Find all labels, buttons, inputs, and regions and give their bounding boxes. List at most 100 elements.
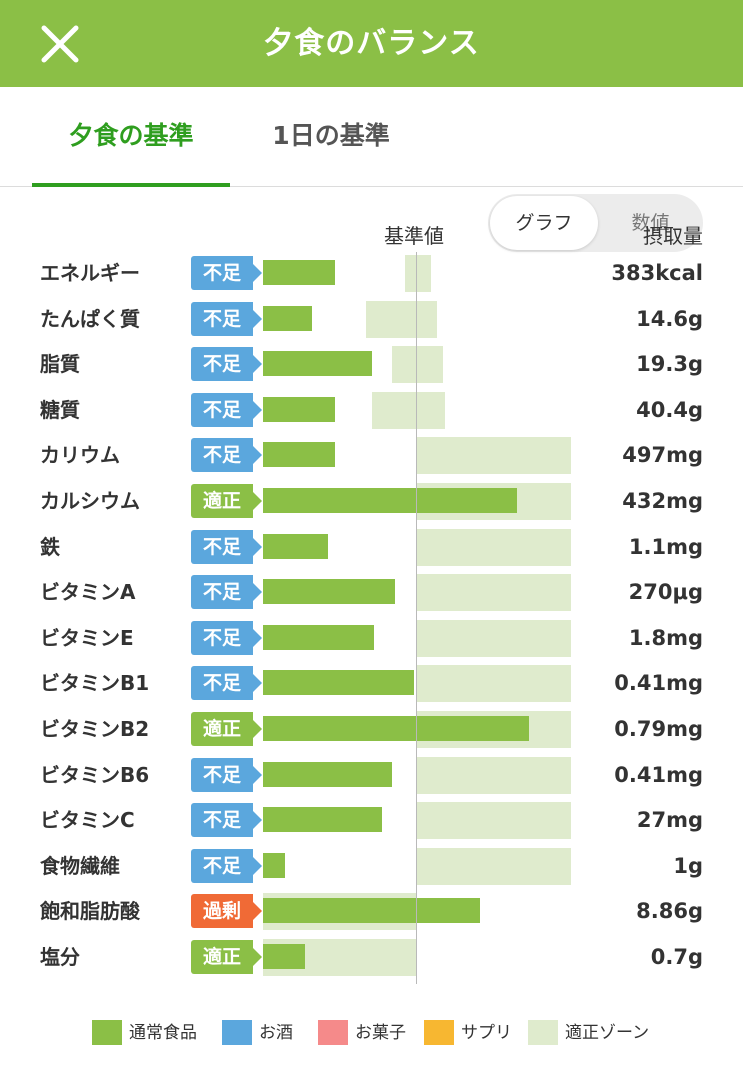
- optimal-zone: [417, 665, 571, 703]
- nutrient-row: ビタミンC 不足 27mg: [0, 797, 743, 843]
- intake-value: 0.7g: [650, 945, 703, 969]
- status-badge: 適正: [191, 484, 262, 518]
- column-header-intake: 摂取量: [643, 224, 703, 248]
- nutrient-label: ビタミンB6: [40, 762, 150, 787]
- nutrient-label: エネルギー: [40, 261, 140, 285]
- nutrient-row: 糖質 不足 40.4g: [0, 387, 743, 433]
- nutrient-row: 食物繊維 不足 1g: [0, 843, 743, 889]
- intake-bar: [263, 716, 530, 741]
- nutrient-row: エネルギー 不足 383kcal: [0, 250, 743, 296]
- status-badge: 不足: [191, 347, 262, 382]
- nutrient-label: ビタミンC: [40, 808, 135, 833]
- page-title: 夕食のバランス: [263, 26, 480, 61]
- baseline-line: [416, 252, 417, 984]
- optimal-zone: [417, 847, 571, 885]
- toggle-values[interactable]: 数値: [631, 212, 670, 234]
- status-badge: 不足: [191, 757, 262, 792]
- intake-bar: [263, 488, 518, 513]
- intake-value: 27mg: [636, 808, 703, 833]
- legend: 通常食品 お酒 お菓子 サプリ 適正ゾーン: [0, 1018, 743, 1048]
- nutrient-label: カルシウム: [40, 489, 140, 513]
- nutrient-row: たんぱく質 不足 14.6g: [0, 296, 743, 342]
- nutrient-row: ビタミンB2 適正 0.79mg: [0, 706, 743, 752]
- intake-value: 0.79mg: [614, 717, 703, 741]
- nutrient-row: 飽和脂肪酸 過剰 8.86g: [0, 888, 743, 934]
- intake-value: 497mg: [622, 443, 703, 468]
- status-badge: 不足: [191, 438, 262, 473]
- nutrient-label: 糖質: [40, 397, 80, 422]
- status-badge: 適正: [191, 712, 262, 746]
- legend-label: 適正ゾーン: [565, 1023, 650, 1043]
- nutrient-label: 脂質: [40, 352, 80, 377]
- legend-swatch: [222, 1020, 252, 1045]
- nutrient-row: ビタミンE 不足 1.8mg: [0, 615, 743, 661]
- intake-value: 8.86g: [636, 899, 703, 924]
- intake-bar: [263, 260, 336, 285]
- legend-label: お菓子: [355, 1023, 406, 1043]
- optimal-zone: [417, 528, 571, 566]
- nutrient-label: 鉄: [40, 534, 60, 559]
- intake-bar: [263, 305, 313, 331]
- optimal-zone: [417, 756, 571, 794]
- intake-value: 0.41mg: [614, 671, 703, 696]
- status-badge: 適正: [191, 940, 262, 974]
- intake-bar: [263, 898, 481, 924]
- legend-swatch: [318, 1020, 348, 1045]
- tab-bar: 夕食の基準 1日の基準 グラフ 数値: [0, 87, 743, 252]
- intake-value: 19.3g: [636, 352, 703, 377]
- nutrient-label: カリウム: [40, 443, 120, 468]
- legend-label: お酒: [259, 1023, 293, 1043]
- intake-value: 1.8mg: [628, 625, 703, 650]
- toggle-graph[interactable]: グラフ: [490, 196, 598, 250]
- nutrient-row: 鉄 不足 1.1mg: [0, 524, 743, 570]
- intake-bar: [263, 533, 328, 559]
- intake-bar: [263, 351, 373, 377]
- nutrient-row: ビタミンB1 不足 0.41mg: [0, 660, 743, 706]
- close-icon: [41, 25, 79, 63]
- nutrient-row: ビタミンA 不足 270μg: [0, 569, 743, 615]
- nutrient-row: カルシウム 適正 432mg: [0, 478, 743, 524]
- nutrient-label: 食物繊維: [40, 853, 120, 878]
- intake-bar: [263, 852, 285, 878]
- optimal-zone: [417, 619, 571, 657]
- optimal-zone: [372, 391, 445, 429]
- status-badge: 不足: [191, 848, 262, 883]
- nutrient-label: 塩分: [40, 945, 80, 969]
- intake-value: 40.4g: [636, 397, 703, 422]
- intake-bar: [263, 807, 382, 833]
- intake-value: 14.6g: [636, 306, 703, 331]
- optimal-zone: [417, 802, 571, 840]
- nutrient-label: ビタミンA: [40, 580, 136, 605]
- intake-bar: [263, 396, 336, 422]
- nutrient-label: ビタミンB2: [40, 717, 150, 741]
- nutrient-label: ビタミンE: [40, 625, 134, 650]
- column-header-base: 基準値: [384, 224, 444, 248]
- intake-bar: [263, 670, 414, 696]
- status-badge: 不足: [191, 529, 262, 564]
- status-badge: 不足: [191, 256, 262, 290]
- view-toggle: グラフ 数値: [488, 194, 703, 252]
- status-badge: 不足: [191, 392, 262, 427]
- tab-daily-standard[interactable]: 1日の基準: [272, 121, 390, 150]
- intake-value: 270μg: [628, 580, 703, 605]
- optimal-zone: [366, 300, 437, 338]
- legend-label: サプリ: [461, 1023, 512, 1043]
- intake-bar: [263, 579, 396, 605]
- nutrient-label: ビタミンB1: [40, 671, 150, 696]
- legend-swatch: [92, 1020, 122, 1045]
- status-badge: 不足: [191, 301, 262, 336]
- legend-swatch: [424, 1020, 454, 1045]
- close-button[interactable]: [40, 24, 80, 64]
- status-badge: 不足: [191, 575, 262, 610]
- optimal-zone: [404, 255, 431, 292]
- intake-bar: [263, 944, 305, 969]
- optimal-zone: [392, 346, 444, 384]
- tab-dinner-standard[interactable]: 夕食の基準: [32, 87, 230, 187]
- intake-bar: [263, 761, 393, 787]
- status-badge: 過剰: [191, 894, 262, 929]
- nutrient-row: 塩分 適正 0.7g: [0, 934, 743, 980]
- legend-swatch: [528, 1020, 558, 1045]
- intake-value: 0.41mg: [614, 762, 703, 787]
- optimal-zone: [417, 574, 571, 612]
- nutrient-label: 飽和脂肪酸: [40, 899, 140, 924]
